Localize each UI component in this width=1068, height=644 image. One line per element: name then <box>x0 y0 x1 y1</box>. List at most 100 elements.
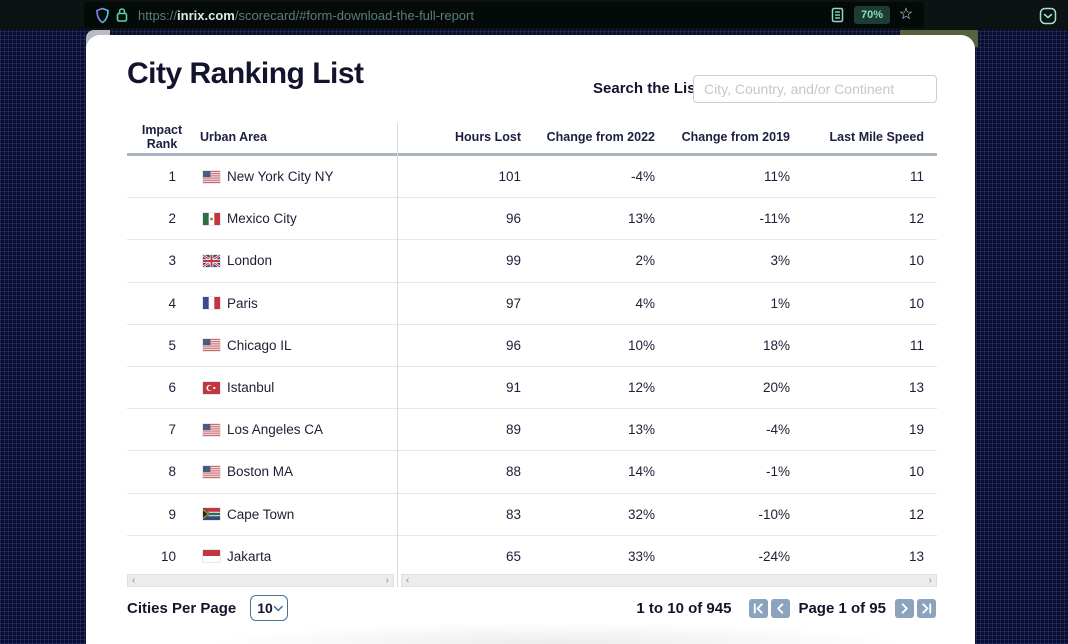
hours-lost-value: 83 <box>505 506 521 522</box>
change-2019-value: 18% <box>762 337 790 353</box>
last-mile-speed-value: 19 <box>908 422 924 438</box>
change-2022-value: -4% <box>630 169 655 185</box>
scorecard-panel: City Ranking List Search the List Impact… <box>86 35 975 644</box>
flag-icon-us <box>203 423 220 436</box>
flag-icon-za <box>203 508 220 521</box>
impact-rank-value: 1 <box>168 169 176 185</box>
first-page-icon <box>753 602 763 614</box>
per-page-select[interactable]: 10 <box>250 595 289 621</box>
table-row: 5 Chicago IL 96 10% 18% 11 <box>127 325 937 367</box>
scroll-left-arrow[interactable]: ‹ <box>406 574 410 586</box>
flag-icon-us <box>203 339 220 352</box>
table-row: 1 New York City NY 101 -4% 11% 11 <box>127 156 937 199</box>
last-page-icon <box>921 602 931 614</box>
table-row: 4 Paris 97 4% 1% 10 <box>127 283 937 325</box>
prev-page-button[interactable] <box>770 598 790 618</box>
hours-lost-value: 97 <box>505 295 521 311</box>
table-footer: Cities Per Page 10 1 to 10 of 945 <box>127 590 937 626</box>
page-indicator: Page 1 of 95 <box>798 599 886 617</box>
change-2019-value: -10% <box>758 506 790 522</box>
header-last-mile-speed[interactable]: Last Mile Speed <box>829 130 924 144</box>
city-name: Istanbul <box>227 380 275 396</box>
address-bar[interactable]: https://inrix.com/scorecard/#form-downlo… <box>84 2 924 28</box>
scroll-right-arrow[interactable]: › <box>928 574 932 586</box>
change-2022-value: 4% <box>635 295 655 311</box>
flag-icon-mx <box>203 212 220 225</box>
city-name: Chicago IL <box>227 337 292 353</box>
table-row: 6 Istanbul 91 12% 20% 13 <box>127 367 937 410</box>
flag-icon-fr <box>203 297 220 310</box>
last-mile-speed-value: 10 <box>908 253 924 269</box>
header-change-2019[interactable]: Change from 2019 <box>681 130 790 144</box>
change-2019-value: -1% <box>765 464 790 480</box>
impact-rank-value: 5 <box>168 337 176 353</box>
change-2022-value: 32% <box>627 506 655 522</box>
first-page-button[interactable] <box>748 598 768 618</box>
last-mile-speed-value: 10 <box>908 295 924 311</box>
last-mile-speed-value: 11 <box>909 169 924 185</box>
change-2019-value: -24% <box>758 548 790 564</box>
last-mile-speed-value: 13 <box>908 380 924 396</box>
impact-rank-value: 6 <box>168 380 176 396</box>
last-mile-speed-value: 12 <box>908 211 924 227</box>
city-name: London <box>227 253 273 269</box>
table-row: 9 Cape Town 83 32% -10% 12 <box>127 494 937 536</box>
impact-rank-value: 9 <box>168 506 176 522</box>
shield-icon[interactable] <box>92 5 112 25</box>
change-2022-value: 12% <box>627 380 655 396</box>
impact-rank-value: 2 <box>168 211 176 227</box>
flag-icon-us <box>203 170 220 183</box>
header-hours-lost[interactable]: Hours Lost <box>455 130 521 144</box>
table-body: 1 New York City NY 101 -4% 11% 11 2 Mexi… <box>127 156 937 577</box>
table-header-row: Impact Rank Urban Area Hours Lost Change… <box>127 121 937 156</box>
browser-toolbar: https://inrix.com/scorecard/#form-downlo… <box>0 0 1068 30</box>
change-2022-value: 10% <box>627 337 655 353</box>
change-2022-value: 13% <box>627 211 655 227</box>
last-page-button[interactable] <box>916 598 936 618</box>
table-row: 3 London 99 2% 3% 10 <box>127 240 937 283</box>
row-range-text: 1 to 10 of 945 <box>636 599 732 617</box>
impact-rank-value: 3 <box>168 253 176 269</box>
next-section-peek <box>206 622 906 644</box>
url-scheme: https:// <box>138 7 178 23</box>
scroll-right-arrow[interactable]: › <box>385 574 389 586</box>
change-2019-value: -4% <box>765 422 790 438</box>
change-2022-value: 14% <box>627 464 655 480</box>
change-2022-value: 33% <box>627 548 655 564</box>
hours-lost-value: 101 <box>498 169 521 185</box>
per-page-value: 10 <box>257 600 273 616</box>
cities-per-page-label: Cities Per Page <box>127 599 237 617</box>
hours-lost-value: 96 <box>505 211 521 227</box>
last-mile-speed-value: 11 <box>909 337 924 353</box>
last-mile-speed-value: 10 <box>908 464 924 480</box>
flag-icon-gb <box>203 254 220 267</box>
city-name: Los Angeles CA <box>227 422 324 438</box>
change-2019-value: 11% <box>763 169 790 185</box>
lock-icon[interactable] <box>112 5 132 25</box>
search-label: Search the List <box>593 80 701 97</box>
pocket-icon[interactable] <box>1038 6 1058 26</box>
city-name: New York City NY <box>227 169 334 185</box>
city-name: Boston MA <box>227 464 294 480</box>
impact-rank-value: 10 <box>160 548 176 564</box>
impact-rank-value: 7 <box>168 422 176 438</box>
table-row: 10 Jakarta 65 33% -24% 13 <box>127 536 937 577</box>
change-2022-value: 2% <box>635 253 655 269</box>
change-2019-value: 3% <box>770 253 790 269</box>
header-urban-area[interactable]: Urban Area <box>200 130 267 144</box>
page-title: City Ranking List <box>127 57 364 90</box>
scroll-left-arrow[interactable]: ‹ <box>132 574 136 586</box>
next-page-button[interactable] <box>894 598 914 618</box>
bookmark-star-icon[interactable]: ☆ <box>898 6 914 23</box>
header-change-2022[interactable]: Change from 2022 <box>546 130 655 144</box>
zoom-level-badge[interactable]: 70% <box>853 6 890 24</box>
chevron-left-icon <box>777 602 784 614</box>
change-2022-value: 13% <box>627 422 655 438</box>
reader-view-icon[interactable] <box>828 5 848 25</box>
search-input[interactable] <box>693 75 937 103</box>
flag-icon-id <box>203 550 220 563</box>
right-pane-hscrollbar[interactable]: ‹ › <box>401 574 937 587</box>
header-impact-rank[interactable]: Impact Rank <box>141 122 183 151</box>
change-2019-value: 1% <box>770 295 790 311</box>
left-pane-hscrollbar[interactable]: ‹ › <box>127 574 394 587</box>
